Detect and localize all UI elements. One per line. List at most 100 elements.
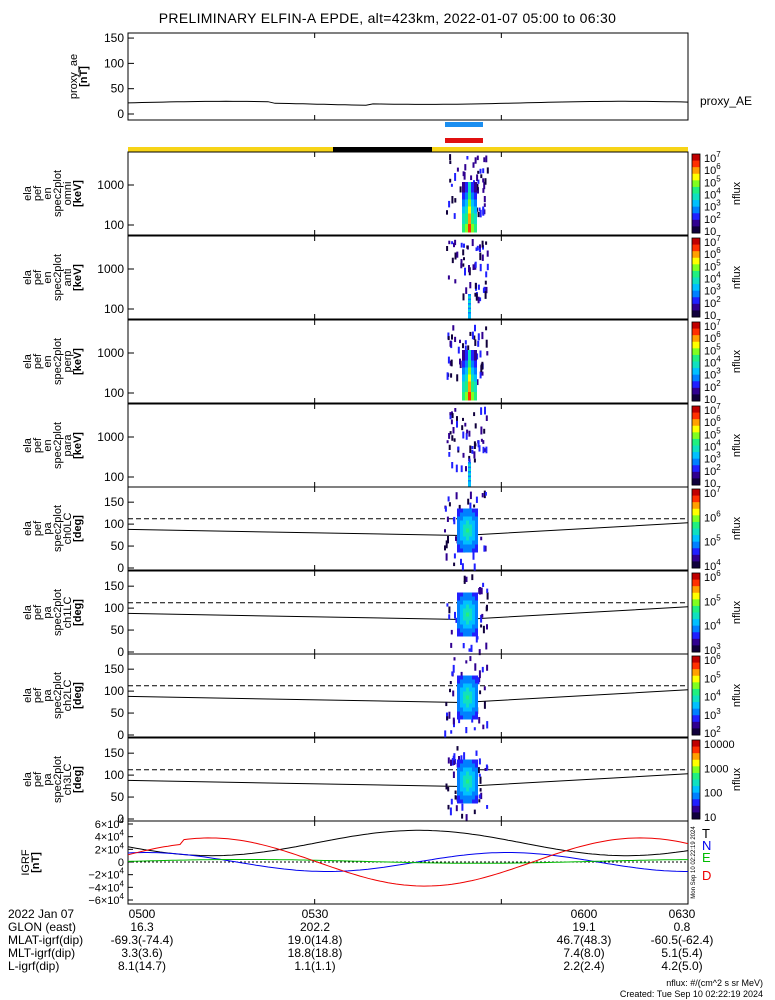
colorbar-cell <box>692 438 700 442</box>
axis-label-line: anti <box>62 269 74 287</box>
colorbar-cell <box>692 345 700 348</box>
spectrogram-pixel <box>451 334 453 340</box>
colorbar-cell <box>692 471 700 474</box>
panel-frame-anti <box>127 235 689 320</box>
spectrogram-pixel <box>462 171 465 177</box>
colorbar-cell <box>692 553 700 556</box>
colorbar-cell <box>692 257 700 260</box>
spectrogram-pixel <box>475 783 478 788</box>
spectrogram-pixel <box>457 446 460 451</box>
colorbar-cell <box>692 387 700 390</box>
spectrogram-pixel <box>457 596 460 601</box>
colorbar-cell <box>692 480 700 483</box>
spectrogram-pixel <box>458 504 461 512</box>
colorbar-cell <box>692 414 700 417</box>
colorbar-cell <box>692 817 700 820</box>
colorbar-cell <box>692 637 700 640</box>
colorbar-cell <box>692 335 700 338</box>
spectrogram-pixel <box>477 677 480 685</box>
spectrogram-pixel <box>474 350 477 355</box>
spectrogram-pixel <box>448 711 451 719</box>
spectrogram-pixel <box>468 199 471 205</box>
colorbar-cell <box>692 407 700 410</box>
spectrogram-pixel <box>472 687 475 692</box>
spectrogram-pixel <box>471 185 474 191</box>
y-tick-label: 150 <box>104 746 124 760</box>
spectrogram-pixel <box>454 611 456 619</box>
colorbar-cell <box>692 442 700 445</box>
spectrogram-pixel <box>446 516 449 522</box>
colorbar-tick-label: 10000 <box>704 739 735 751</box>
spectrogram-pixel <box>466 687 469 692</box>
spectrogram-pixel <box>469 791 472 796</box>
colorbar-cell <box>692 297 700 300</box>
spectrogram-pixel <box>460 620 463 625</box>
spectrogram-pixel <box>462 343 464 349</box>
spectrogram-pixel <box>474 364 477 369</box>
spectrogram-pixel <box>451 462 454 469</box>
colorbar-cell <box>692 267 700 270</box>
spectrogram-pixel <box>484 492 487 496</box>
igrf-legend-n: N <box>702 838 711 853</box>
spectrogram-pixel <box>475 787 478 792</box>
spectrogram-pixel <box>471 719 474 723</box>
colorbar-tick-label: 10 <box>704 310 716 322</box>
spectrogram-pixel <box>465 213 468 219</box>
spectrogram-pixel <box>469 620 472 625</box>
colorbar-tick-label: 102 <box>704 463 721 478</box>
spectrogram-pixel <box>446 372 449 380</box>
spectrogram-pixel <box>474 388 477 394</box>
spectrogram-pixel <box>472 759 475 764</box>
spectrogram-pixel <box>456 746 459 751</box>
spectrogram-pixel <box>460 795 463 800</box>
spectrogram-pixel <box>457 512 460 517</box>
colorbar-cell <box>692 196 700 199</box>
spectrogram-pixel <box>467 345 470 351</box>
spectrogram-pixel <box>471 360 474 366</box>
spectrogram-pixel <box>484 178 487 185</box>
colorbar-cell <box>692 262 700 265</box>
spectrogram-pixel <box>455 805 458 812</box>
colorbar-cell <box>692 364 700 367</box>
colorbar-tick-label: 104 <box>704 187 721 202</box>
colorbar-cell <box>692 638 700 641</box>
colorbar-cell <box>692 170 700 173</box>
spectrogram-pixel <box>469 612 472 617</box>
colorbar-cell <box>692 721 700 724</box>
spectrogram-pixel <box>451 241 454 245</box>
spectrogram-pixel <box>457 608 460 613</box>
colorbar-cell <box>692 493 700 497</box>
spectrogram-pixel <box>478 794 481 799</box>
spectrogram-pixel <box>468 313 471 319</box>
spectrogram-pixel <box>457 516 460 521</box>
spectrogram-pixel <box>457 592 460 597</box>
colorbar-cell <box>692 723 700 726</box>
colorbar-cell <box>692 761 700 764</box>
spectrogram-pixel <box>448 452 451 457</box>
loss-cone-line <box>127 606 689 621</box>
footer-label-date: 2022 Jan 07 <box>8 907 75 921</box>
spectrogram-pixel <box>466 779 469 784</box>
spectrogram-pixel <box>444 545 446 551</box>
spectrogram-pixel <box>465 220 468 226</box>
colorbar-cell <box>692 792 700 795</box>
colorbar-cell <box>692 213 700 216</box>
spectrogram-pixel <box>479 244 481 252</box>
igrf-legend-d: D <box>702 868 711 883</box>
spectrogram-pixel <box>450 642 453 648</box>
spectrogram-pixel <box>479 776 482 784</box>
spectrogram-pixel <box>475 775 478 780</box>
colorbar-cell <box>692 497 700 500</box>
spectrogram-pixel <box>464 422 467 427</box>
colorbar-cell <box>692 563 700 566</box>
spectrogram-pixel <box>463 532 466 537</box>
spectrogram-pixel <box>466 596 469 601</box>
spectrogram-pixel <box>472 520 475 525</box>
colorbar-cell <box>692 188 700 191</box>
colorbar-cell <box>692 718 700 721</box>
spectrogram-pixel <box>456 374 459 382</box>
colorbar-tick-label: 104 <box>704 558 721 573</box>
spectrogram-pixel <box>473 441 476 450</box>
side-timestamp: Mon Sep 10 02:22:19 2024 <box>691 826 697 899</box>
spectrogram-pixel <box>462 210 465 215</box>
